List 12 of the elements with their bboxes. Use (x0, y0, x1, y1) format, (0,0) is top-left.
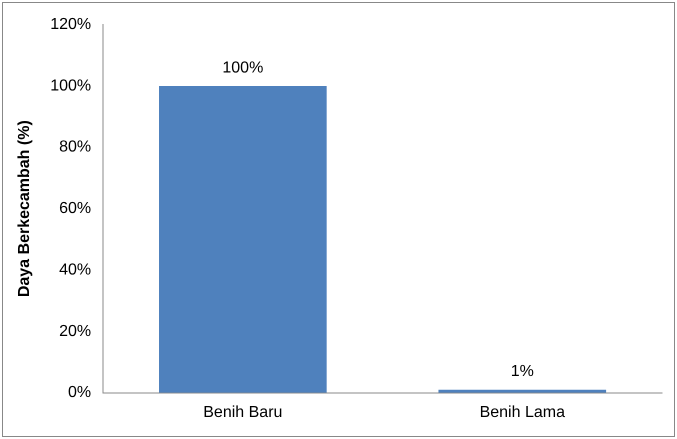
y-tick-label: 60% (59, 200, 92, 218)
y-axis-title: Daya Berkecambah (%) (16, 120, 34, 298)
data-label: 1% (510, 363, 534, 380)
data-label: 100% (222, 59, 264, 76)
x-tick-label: Benih Lama (480, 404, 566, 421)
y-tick-label: 80% (59, 138, 92, 156)
y-tick-label: 40% (59, 261, 92, 278)
y-tick-label: 20% (59, 322, 92, 340)
y-tick-label: 100% (50, 77, 92, 94)
x-tick-label: Benih Baru (203, 404, 282, 421)
y-tick-label: 0% (68, 384, 92, 402)
y-tick-label: 120% (50, 16, 92, 34)
